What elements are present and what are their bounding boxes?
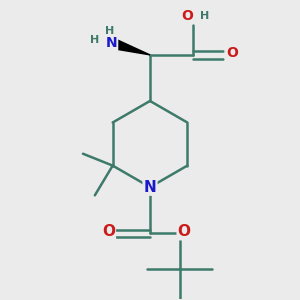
- Polygon shape: [110, 38, 150, 55]
- Text: H: H: [200, 11, 209, 21]
- Text: H: H: [105, 26, 115, 36]
- Text: N: N: [144, 180, 156, 195]
- Text: H: H: [90, 35, 100, 45]
- Text: N: N: [106, 36, 117, 50]
- Text: O: O: [226, 46, 238, 60]
- Text: O: O: [102, 224, 115, 239]
- Text: O: O: [181, 9, 193, 23]
- Text: O: O: [178, 224, 191, 239]
